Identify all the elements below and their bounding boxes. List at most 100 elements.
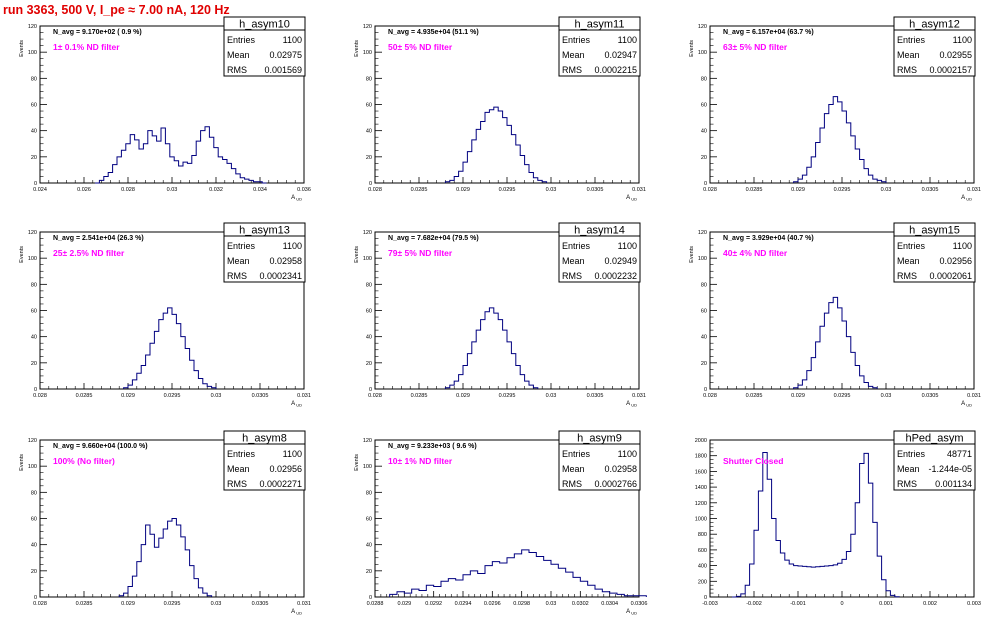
- x-tick-label: 0.0294: [455, 601, 472, 607]
- stats-key: Mean: [897, 256, 920, 266]
- navg-label: N_avg = 2.541e+04 (26.3 %): [53, 235, 144, 242]
- x-tick-label: 0.0304: [601, 601, 618, 607]
- x-axis-label: A UD: [626, 401, 637, 408]
- y-tick-label: 60: [366, 103, 372, 109]
- y-tick-label: 20: [31, 155, 37, 161]
- y-tick-label: 20: [701, 155, 707, 161]
- stats-key: Mean: [227, 50, 250, 60]
- y-tick-label: 20: [366, 569, 372, 575]
- y-tick-label: 80: [701, 76, 707, 82]
- y-tick-label: 80: [31, 76, 37, 82]
- y-tick-label: 60: [366, 309, 372, 315]
- x-tick-label: 0.03: [546, 601, 557, 607]
- histogram-series: [793, 96, 887, 183]
- y-tick-label: 0: [369, 387, 372, 393]
- y-tick-label: 80: [366, 490, 372, 496]
- x-tick-label: 0.0285: [746, 393, 763, 399]
- y-axis-label: Events: [354, 40, 360, 57]
- stats-key: RMS: [227, 479, 247, 489]
- x-tick-label: 0.002: [923, 601, 937, 607]
- stats-box: [558, 430, 641, 491]
- y-tick-label: 60: [701, 309, 707, 315]
- stats-value: 0.02947: [604, 50, 637, 60]
- y-tick-label: 1000: [695, 517, 707, 523]
- y-tick-label: 60: [31, 309, 37, 315]
- stats-value: 0.02958: [604, 464, 637, 474]
- y-tick-label: 40: [701, 335, 707, 341]
- stats-value: 0.001569: [264, 65, 302, 75]
- histogram-panel-h_asym10: 0 20 40 60 80 100 120 0.024 0.026 0.028 0.03 0.032 0…: [19, 16, 311, 202]
- x-tick-label: 0.003: [967, 601, 981, 607]
- stats-value: 0.0002232: [594, 271, 637, 281]
- x-tick-label: 0.03: [881, 187, 892, 193]
- x-tick-label: 0.028: [703, 187, 717, 193]
- y-tick-label: 120: [698, 230, 707, 236]
- y-tick-label: 20: [366, 155, 372, 161]
- x-tick-label: 0.0302: [572, 601, 589, 607]
- y-tick-label: 20: [31, 569, 37, 575]
- y-tick-label: 1400: [695, 485, 707, 491]
- y-tick-label: 40: [31, 129, 37, 135]
- stats-value: 0.0002157: [929, 65, 972, 75]
- stats-value: 0.02956: [269, 464, 302, 474]
- x-tick-label: 0.03: [881, 393, 892, 399]
- stats-value: -1.244e-05: [928, 464, 972, 474]
- stats-title: h_asym8: [242, 433, 287, 445]
- stats-title: h_asym11: [575, 19, 625, 31]
- y-tick-label: 1200: [695, 501, 707, 507]
- stats-value: 1100: [283, 35, 302, 45]
- filter-note: 1± 0.1% ND filter: [53, 42, 120, 52]
- stats-key: Mean: [227, 464, 250, 474]
- histogram-series: [444, 106, 548, 183]
- y-tick-label: 40: [366, 335, 372, 341]
- stats-key: Mean: [897, 464, 920, 474]
- x-tick-label: 0.0285: [746, 187, 763, 193]
- x-tick-label: 0.0295: [499, 393, 516, 399]
- y-tick-label: 200: [698, 579, 707, 585]
- stats-value: 0.001134: [935, 479, 972, 489]
- y-tick-label: 40: [701, 129, 707, 135]
- histogram-series: [389, 549, 647, 597]
- x-axis-label: A UD: [626, 195, 637, 202]
- y-axis-label: Events: [19, 454, 25, 471]
- y-axis-label: Events: [354, 454, 360, 471]
- x-tick-label: 0.03: [211, 601, 222, 607]
- stats-key: Entries: [562, 449, 591, 459]
- histogram-panel-h_asym11: 0 20 40 60 80 100 120 0.028 0.0285 0.029 0.0295 0.0…: [354, 16, 646, 202]
- stats-value: 0.02975: [269, 50, 302, 60]
- y-tick-label: 20: [701, 361, 707, 367]
- stats-key: Mean: [897, 50, 920, 60]
- x-axis-label: A UD: [291, 401, 302, 408]
- stats-title: h_asym12: [909, 19, 960, 31]
- y-tick-label: 40: [366, 543, 372, 549]
- stats-key: Mean: [562, 50, 585, 60]
- y-tick-label: 100: [28, 50, 37, 56]
- x-tick-label: -0.003: [702, 601, 718, 607]
- x-axis-label: A UD: [626, 609, 637, 616]
- x-tick-label: 0.0295: [834, 187, 851, 193]
- stats-key: RMS: [227, 271, 247, 281]
- x-tick-label: 0.034: [253, 187, 267, 193]
- x-tick-label: 0.028: [703, 393, 717, 399]
- x-tick-label: 0.036: [297, 187, 311, 193]
- x-tick-label: 0.031: [632, 393, 646, 399]
- filter-note: 100% (No filter): [53, 456, 115, 466]
- stats-value: 1100: [618, 241, 637, 251]
- stats-key: RMS: [227, 65, 247, 75]
- x-tick-label: 0.032: [209, 187, 223, 193]
- x-tick-label: 0.0306: [631, 601, 648, 607]
- y-tick-label: 1600: [695, 469, 707, 475]
- histogram-series: [118, 518, 213, 597]
- stats-key: Entries: [227, 449, 256, 459]
- stats-value: 0.02955: [939, 50, 972, 60]
- x-tick-label: 0.0285: [76, 393, 93, 399]
- histogram-panel-h_asym8: 0 20 40 60 80 100 120 0.028 0.0285 0.029 0.0295 0.0…: [19, 430, 311, 616]
- x-tick-label: 0.0288: [367, 601, 384, 607]
- stats-key: Mean: [562, 256, 585, 266]
- stats-value: 0.0002341: [259, 271, 302, 281]
- y-tick-label: 60: [31, 517, 37, 523]
- y-tick-label: 0: [369, 181, 372, 187]
- stats-value: 0.02949: [604, 256, 637, 266]
- navg-label: N_avg = 3.929e+04 (40.7 %): [723, 235, 814, 242]
